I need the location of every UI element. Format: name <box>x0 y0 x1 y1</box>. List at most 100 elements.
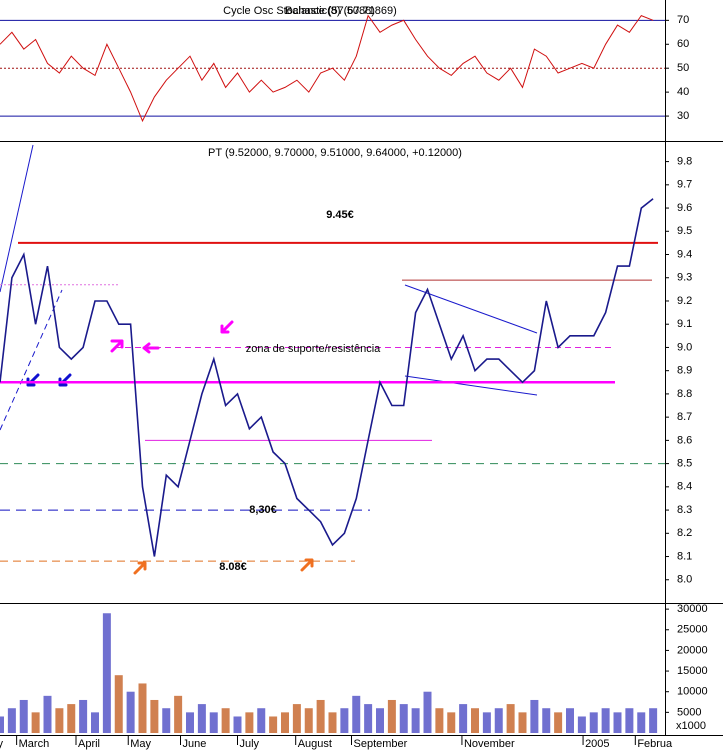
annotation: zona de suporte/resistência <box>246 343 381 355</box>
panel-title: Balance (57.5088) <box>285 5 375 17</box>
y-tick-label: 15000 <box>677 665 708 677</box>
annotation: 8.08€ <box>219 561 247 573</box>
panel-title: Cycle Osc Stochastic(8) (67.71869) <box>223 5 397 17</box>
x-tick-label: May <box>130 738 151 750</box>
arrow <box>133 561 147 575</box>
y-tick-label: 40 <box>677 86 689 98</box>
y-tick-label: 8.5 <box>677 458 692 470</box>
volume-bar <box>221 708 230 733</box>
volume-bar <box>316 699 325 733</box>
y-tick-label: 8.1 <box>677 550 692 562</box>
y-tick-label: 9.4 <box>677 248 692 260</box>
volume-bar <box>126 691 135 733</box>
x-tick-label: April <box>78 738 100 750</box>
volume-bar <box>352 695 361 733</box>
arrow <box>220 320 234 334</box>
y-tick-label: 10000 <box>677 686 708 698</box>
y-tick-label: 8.8 <box>677 388 692 400</box>
x-tick-label: July <box>240 738 260 750</box>
y-tick-label: 9.0 <box>677 341 692 353</box>
volume-bar <box>542 708 551 733</box>
y-tick-label: 8.2 <box>677 527 692 539</box>
volume-bar <box>257 708 266 733</box>
volume-bar <box>269 716 278 733</box>
trend-line <box>404 375 538 396</box>
annotation: 9.45€ <box>326 209 354 221</box>
y-tick-label: 30 <box>677 110 689 122</box>
y-tick-label: 9.3 <box>677 272 692 284</box>
volume-bar <box>245 712 254 733</box>
trend-lines <box>0 144 538 431</box>
volume-bar <box>138 683 147 733</box>
volume-bar <box>471 708 479 733</box>
volume-bar <box>518 712 527 733</box>
arrow <box>142 342 160 354</box>
volume-bar <box>459 704 468 733</box>
y-tick-label: 8.0 <box>677 574 692 586</box>
volume-bar <box>55 708 64 733</box>
volume-bar <box>601 708 610 733</box>
volume-bar <box>102 613 111 733</box>
volume-bar <box>566 708 574 733</box>
annotation: 8,30€ <box>249 504 277 516</box>
volume-bar <box>43 695 52 733</box>
y-tick-label: 9.8 <box>677 155 692 167</box>
y-tick-label: 50 <box>677 62 689 74</box>
volume-bar <box>186 712 194 733</box>
volume-bar <box>328 712 337 733</box>
volume-bar <box>447 712 456 733</box>
y-tick-label: 70 <box>677 14 689 26</box>
volume-bar <box>304 708 313 733</box>
volume-bar <box>649 708 658 733</box>
y-tick-label: 5000 <box>677 706 701 718</box>
trend-line <box>404 284 538 334</box>
x-tick-label: March <box>19 738 50 750</box>
series-line <box>0 14 654 123</box>
y-tick-label: 30000 <box>677 603 708 615</box>
volume-bar <box>31 712 40 733</box>
x-tick-label: 2005 <box>585 738 609 750</box>
x-tick-label: September <box>354 738 408 750</box>
volume-bar <box>387 699 396 733</box>
volume-bar <box>577 716 586 733</box>
volume-bar <box>364 704 373 733</box>
y-tick-label: 9.6 <box>677 202 692 214</box>
volume-bar <box>411 708 420 733</box>
volume-bar <box>162 708 171 733</box>
arrow <box>110 339 124 353</box>
volume-bar <box>67 704 76 733</box>
volume-bar <box>435 708 444 733</box>
volume-bar <box>0 716 4 733</box>
y-tick-label: 8.7 <box>677 411 692 423</box>
volume-bar <box>209 712 218 733</box>
volume-bar <box>114 675 123 733</box>
volume-bar <box>482 712 491 733</box>
volume-bar <box>637 712 646 733</box>
volume-bar <box>197 704 206 733</box>
x-tick-label: June <box>183 738 207 750</box>
volume-bar <box>7 708 16 733</box>
volume-bar <box>399 704 408 733</box>
x-tick-label: November <box>464 738 515 750</box>
y-tick-label: 20000 <box>677 644 708 656</box>
x-tick-label: August <box>298 738 332 750</box>
volume-bar <box>19 699 28 733</box>
y-tick-label: 9.7 <box>677 179 692 191</box>
y-tick-label: 60 <box>677 38 689 50</box>
y-tick-label: 9.5 <box>677 225 692 237</box>
volume-bar <box>376 708 384 733</box>
y-tick-label: 8.4 <box>677 481 692 493</box>
y-tick-label: 9.2 <box>677 295 692 307</box>
x-tick-label: ary <box>0 738 4 750</box>
y-tick-label: 25000 <box>677 624 708 636</box>
volume-bar <box>281 712 289 733</box>
volume-bar <box>150 699 159 733</box>
volume-bar <box>625 708 634 733</box>
unit-label: x1000 <box>676 720 706 732</box>
volume-bar <box>340 708 349 733</box>
volume-bar <box>292 704 301 733</box>
y-tick-label: 8.9 <box>677 365 692 377</box>
